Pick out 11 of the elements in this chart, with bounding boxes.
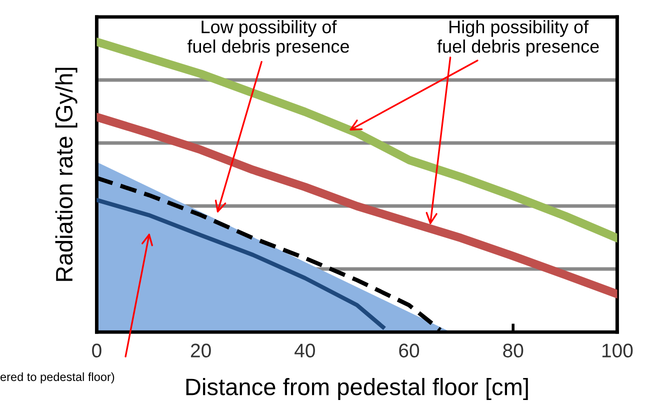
x-tick-label: 0 (92, 344, 102, 358)
x-tick-label: 80 (503, 344, 524, 358)
x-tick-label: 60 (399, 344, 420, 358)
x-tick-label: 20 (190, 344, 211, 358)
annotation: High possibility of fuel debris presence (437, 20, 599, 56)
y-axis-title: Radiation rate [Gy/h] (55, 68, 78, 281)
annotation: Low possibility of fuel debris presence (187, 20, 349, 56)
x-tick-label: 40 (294, 344, 315, 358)
x-tick-label: 100 (602, 344, 633, 358)
x-axis-title: Distance from pedestal floor [cm] (186, 378, 528, 400)
text: ered to pedestal floor) (0, 372, 114, 384)
